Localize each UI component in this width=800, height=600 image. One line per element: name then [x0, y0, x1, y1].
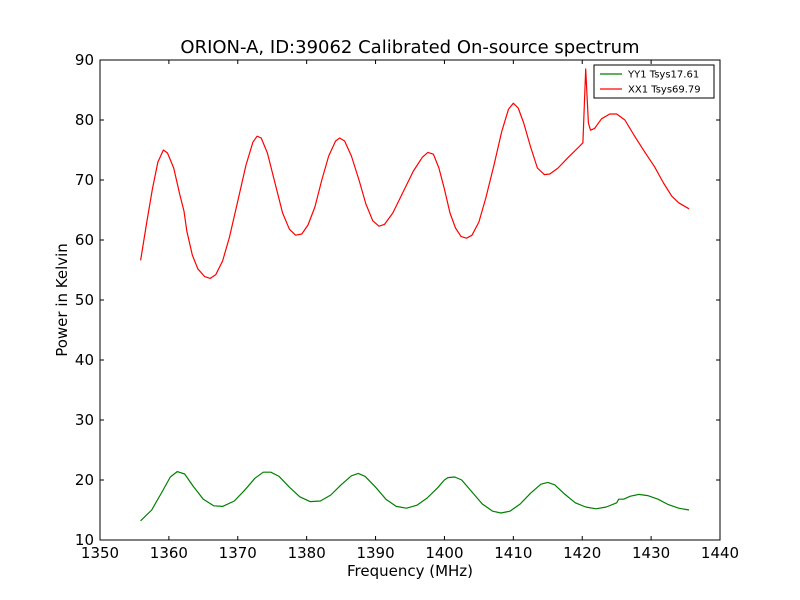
- legend-frame: [593, 64, 715, 99]
- x-tick-label: 1360: [150, 544, 188, 562]
- y-tick-label: 50: [75, 291, 94, 309]
- y-tick-label: 40: [75, 351, 94, 369]
- x-tick-label: 1430: [632, 544, 670, 562]
- x-tick-label: 1410: [494, 544, 532, 562]
- series-layer: [140, 68, 690, 522]
- y-tick-label: 30: [75, 411, 94, 429]
- x-tick-label: 1370: [219, 544, 257, 562]
- plot-area: 1350 1360 1370 1380 1390 1400 1410 1420 1430 1440…: [75, 51, 739, 562]
- y-tick-label: 70: [75, 171, 94, 189]
- legend-label-1: YY1 Tsys17.61: [627, 70, 699, 81]
- axes-frame: [99, 59, 721, 541]
- series-line-1: [140, 471, 690, 522]
- legend: YY1 Tsys17.61 XX1 Tsys69.79: [593, 64, 715, 99]
- y-tick-label: 10: [75, 531, 94, 549]
- x-axis-label: Frequency (MHz): [347, 562, 473, 580]
- y-tick-label: 80: [75, 111, 94, 129]
- x-tick-label: 1390: [356, 544, 394, 562]
- y-tick-label: 90: [75, 51, 94, 69]
- legend-label-2: XX1 Tsys69.79: [628, 85, 701, 96]
- ticks-layer: 1350 1360 1370 1380 1390 1400 1410 1420 1430 1440…: [75, 51, 739, 562]
- y-axis-label: Power in Kelvin: [53, 243, 71, 357]
- x-tick-label: 1380: [288, 544, 326, 562]
- x-tick-label: 1440: [701, 544, 739, 562]
- y-tick-label: 60: [75, 231, 94, 249]
- x-tick-label: 1420: [563, 544, 601, 562]
- chart-title: ORION-A, ID:39062 Calibrated On-source s…: [180, 37, 639, 58]
- y-tick-label: 20: [75, 471, 94, 489]
- x-tick-label: 1400: [425, 544, 463, 562]
- x-tick-label: 1350: [81, 544, 119, 562]
- series-line-2: [140, 68, 690, 279]
